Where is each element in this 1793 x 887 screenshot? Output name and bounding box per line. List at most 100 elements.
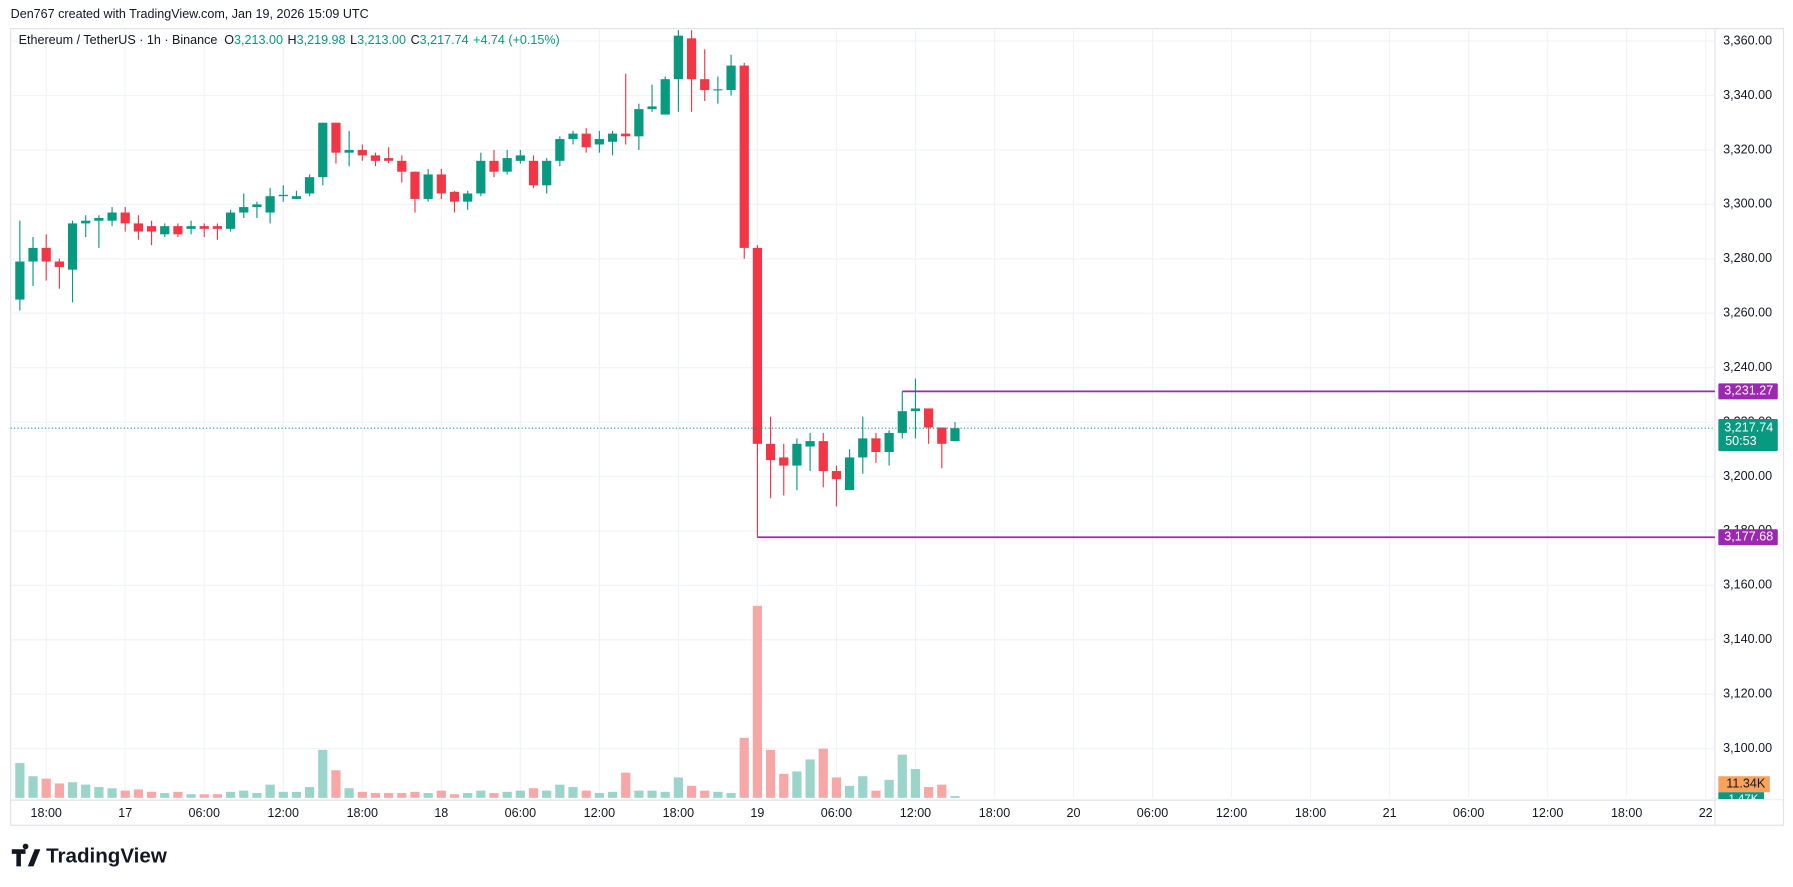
last-price-label: 3,217.74 <box>1724 421 1773 435</box>
candle-body <box>54 261 64 267</box>
volume-ma-label: 11.34K <box>1726 777 1766 791</box>
legend-key: O <box>224 33 234 47</box>
y-tick-label: 3,320.00 <box>1723 142 1772 156</box>
x-tick-label: 18:00 <box>1611 806 1642 820</box>
candle-body <box>673 35 684 80</box>
volume-bar <box>726 793 736 798</box>
x-tick-label: 06:00 <box>505 806 536 820</box>
volume-bar <box>305 787 315 798</box>
candle-body <box>884 432 894 452</box>
volume-bar <box>568 787 578 798</box>
candle-body <box>291 196 302 199</box>
volume-bar <box>67 782 78 798</box>
candle-body <box>555 139 565 161</box>
axis-labels: 3,100.003,120.003,140.003,160.003,180.00… <box>30 33 1783 825</box>
volume-bar <box>133 789 144 798</box>
candle-body <box>225 212 236 229</box>
x-tick-label: 06:00 <box>1137 806 1168 820</box>
volume-bar <box>884 779 894 798</box>
volume-bar <box>410 791 420 798</box>
volume-bar <box>634 790 644 798</box>
volume-bar <box>449 794 460 798</box>
candle-body <box>528 160 539 186</box>
volume-bar <box>397 793 407 798</box>
candle-body <box>752 247 763 444</box>
x-tick-label: 12:00 <box>1216 806 1247 820</box>
volume-bar <box>607 791 618 798</box>
volume-bar <box>910 769 921 798</box>
volume-bar <box>370 793 381 798</box>
x-tick-label: 21 <box>1383 806 1397 820</box>
candle-body <box>344 149 354 153</box>
y-tick-label: 3,340.00 <box>1723 88 1772 102</box>
volume-bar <box>436 790 446 798</box>
x-tick-label: 17 <box>118 806 132 820</box>
candle-body <box>910 408 921 412</box>
candle-body <box>568 133 578 140</box>
volume-bar <box>831 777 842 798</box>
x-tick-label: 18:00 <box>663 806 694 820</box>
candle-body <box>397 160 407 172</box>
candle-body <box>186 226 196 229</box>
legend-change: +4.74 (+0.15%) <box>473 33 560 47</box>
volume-bar <box>173 791 183 798</box>
y-tick-label: 3,160.00 <box>1723 578 1772 592</box>
x-tick-label: 12:00 <box>584 806 615 820</box>
candle-body <box>15 261 25 300</box>
candle-body <box>331 122 341 153</box>
volume-bar <box>384 793 394 798</box>
candle-body <box>897 411 907 433</box>
candle-body <box>634 109 644 137</box>
volume-bar <box>805 759 815 798</box>
candle-body <box>133 223 144 232</box>
volume-bar <box>318 749 328 798</box>
volume-bar <box>858 776 868 798</box>
plot <box>10 30 1715 798</box>
candle-body <box>660 79 670 115</box>
volume-bar <box>212 794 223 798</box>
candle-body <box>792 443 802 466</box>
candle-body <box>871 438 881 452</box>
candle-body <box>436 174 446 194</box>
candle-body <box>265 196 275 213</box>
y-tick-label: 3,260.00 <box>1723 306 1772 320</box>
volume-bar <box>950 796 960 798</box>
candle-body <box>937 427 947 444</box>
y-tick-label: 3,360.00 <box>1723 33 1772 47</box>
volume-bar <box>673 777 684 798</box>
volume-bar <box>871 790 881 798</box>
candle-body <box>739 65 749 248</box>
candle-body <box>779 457 789 466</box>
candle-body <box>542 160 552 186</box>
volume-bar <box>713 791 723 798</box>
volume-bar <box>594 793 604 798</box>
candle-body <box>858 438 868 458</box>
candle-body <box>594 139 604 145</box>
candle-body <box>765 443 776 461</box>
candle-body <box>41 247 51 262</box>
x-tick-label: 12:00 <box>900 806 931 820</box>
candle-body <box>305 177 315 194</box>
level-label-box <box>1718 383 1778 400</box>
time-axis-bg <box>1716 800 1783 825</box>
volume-bar <box>515 790 525 798</box>
x-tick-label: 18 <box>434 806 448 820</box>
candle-body <box>107 212 117 221</box>
legend-value: 3,213.00 <box>234 33 283 47</box>
legend: Ethereum / TetherUS · 1h · Binance O3,213… <box>19 33 560 47</box>
y-tick-label: 3,240.00 <box>1723 360 1772 374</box>
candle-body <box>581 133 591 148</box>
y-tick-label: 3,280.00 <box>1723 251 1772 265</box>
candle-body <box>370 155 381 161</box>
volume-bar <box>94 787 104 798</box>
candle-body <box>476 160 486 194</box>
candle-body <box>384 158 394 161</box>
volume-bar <box>647 790 657 798</box>
candle-body <box>28 247 38 262</box>
symbol: Ethereum / TetherUS · 1h · Binance <box>19 33 218 47</box>
volume-bar <box>423 793 433 798</box>
y-tick-label: 3,300.00 <box>1723 197 1772 211</box>
